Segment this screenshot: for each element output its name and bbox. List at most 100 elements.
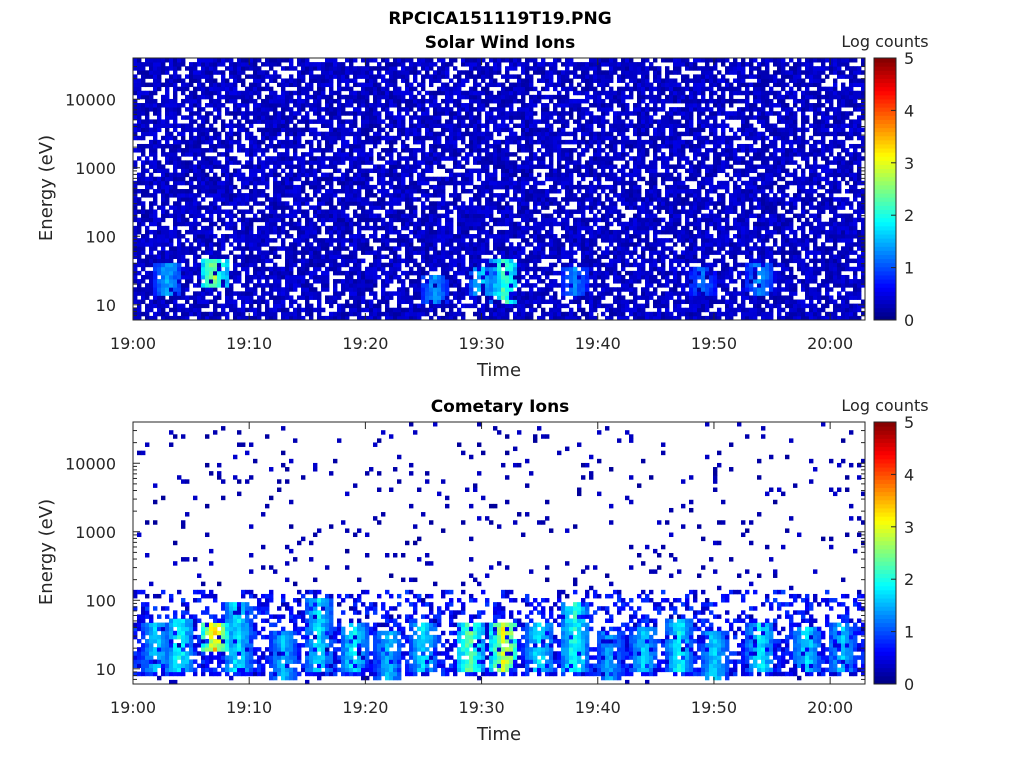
colorbar-step — [874, 143, 896, 149]
colorbar-step — [874, 250, 896, 255]
colorbar-step — [874, 78, 896, 84]
colorbar-step — [874, 524, 896, 529]
colorbar: 0 1 2 3 4 5 — [873, 413, 914, 694]
colorbar-step — [874, 655, 896, 660]
colorbar-step — [874, 107, 896, 112]
colorbar-step — [874, 528, 896, 534]
x-axis-label: Time — [476, 724, 521, 745]
colorbar: 0 1 2 3 4 5 — [873, 49, 914, 330]
axes: 19:00 19:10 19:20 19:30 19:40 19:50 20:00 10 100… — [65, 57, 866, 353]
colorbar-step — [874, 426, 896, 431]
solar-wind-panel: Solar Wind Ions Log counts Energy (eV) T… — [36, 32, 929, 381]
colorbar-step — [874, 540, 896, 546]
colorbar-step — [874, 225, 896, 231]
plot-frame — [132, 421, 866, 685]
y-tick-label: 1000 — [75, 523, 116, 542]
plot-frame — [132, 57, 866, 321]
colorbar-step — [874, 634, 896, 640]
colorbar-step — [874, 503, 896, 509]
colorbar-step — [874, 602, 896, 607]
colorbar-step — [874, 115, 896, 120]
colorbar-step — [874, 205, 896, 210]
colorbar-step — [874, 589, 896, 595]
colorbar-step — [874, 626, 896, 632]
colorbar-step — [874, 585, 896, 591]
colorbar-tick-label: 5 — [904, 413, 914, 432]
colorbar-step — [874, 569, 896, 574]
colorbar-step — [874, 258, 896, 264]
colorbar-tick-label: 3 — [904, 154, 914, 173]
colorbar-frame — [873, 421, 897, 685]
x-tick-label: 19:00 — [110, 698, 156, 717]
colorbar-step — [874, 606, 896, 611]
colorbar-step — [874, 454, 896, 460]
colorbar-step — [874, 532, 896, 538]
colorbar-step — [874, 315, 896, 321]
colorbar-label: Log counts — [841, 396, 928, 415]
colorbar-step — [874, 139, 896, 145]
colorbar-step — [874, 287, 896, 292]
colorbar-step — [874, 422, 896, 427]
colorbar-step — [874, 475, 896, 480]
colorbar-step — [874, 557, 896, 562]
colorbar-step — [874, 58, 896, 63]
colorbar-step — [874, 450, 896, 456]
colorbar-step — [874, 667, 896, 673]
y-tick-label: 10000 — [65, 454, 116, 473]
colorbar-tick-label: 4 — [904, 465, 914, 484]
colorbar-step — [874, 74, 896, 79]
y-axis-label: Energy (eV) — [36, 499, 57, 605]
y-tick-label: 1000 — [75, 159, 116, 178]
colorbar-step — [874, 103, 896, 108]
colorbar-step — [874, 471, 896, 476]
colorbar-step — [874, 487, 896, 493]
colorbar-step — [874, 189, 896, 194]
colorbar-step — [874, 483, 896, 488]
colorbar-tick-label: 5 — [904, 49, 914, 68]
colorbar-step — [874, 647, 896, 652]
y-tick-label: 10 — [96, 296, 116, 315]
colorbar-step — [874, 279, 896, 284]
colorbar-step — [874, 127, 896, 133]
colorbar-step — [874, 283, 896, 288]
colorbar-step — [874, 643, 896, 648]
colorbar-step — [874, 148, 896, 153]
colorbar-tick-label: 2 — [904, 570, 914, 589]
figure-title: RPCICA151119T19.PNG — [388, 9, 611, 29]
colorbar-step — [874, 238, 896, 243]
y-tick-label: 100 — [85, 227, 116, 246]
colorbar-step — [874, 467, 896, 472]
colorbar-step — [874, 573, 896, 579]
colorbar-frame — [873, 57, 897, 321]
colorbar-step — [874, 201, 896, 206]
colorbar-step — [874, 299, 896, 305]
x-tick-label: 19:10 — [226, 698, 272, 717]
colorbar-step — [874, 234, 896, 239]
colorbar-step — [874, 495, 896, 501]
colorbar-step — [874, 311, 896, 317]
colorbar-step — [874, 172, 896, 178]
colorbar-step — [874, 614, 896, 619]
colorbar-step — [874, 98, 896, 104]
colorbar-step — [874, 581, 896, 587]
x-tick-label: 19:30 — [459, 334, 505, 353]
colorbar-step — [874, 180, 896, 186]
x-tick-label: 19:20 — [342, 334, 388, 353]
colorbar-step — [874, 565, 896, 570]
colorbar-step — [874, 246, 896, 251]
y-tick-label: 10 — [96, 660, 116, 679]
x-tick-label: 19:20 — [342, 698, 388, 717]
colorbar-step — [874, 491, 896, 497]
colorbar-step — [874, 262, 896, 268]
colorbar-step — [874, 548, 896, 554]
colorbar-tick-label: 2 — [904, 206, 914, 225]
colorbar-step — [874, 561, 896, 566]
colorbar-step — [874, 156, 896, 161]
colorbar-step — [874, 168, 896, 174]
x-tick-label: 20:00 — [807, 334, 853, 353]
x-tick-label: 19:40 — [575, 334, 621, 353]
colorbar-label: Log counts — [841, 32, 928, 51]
colorbar-step — [874, 123, 896, 129]
heatmap-area — [133, 58, 866, 321]
